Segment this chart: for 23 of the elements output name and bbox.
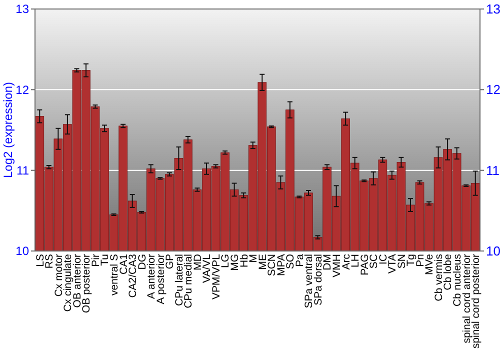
x-tick-label: spinal cord anterior bbox=[460, 253, 473, 344]
x-tick-label: SPa dorsal bbox=[312, 254, 324, 306]
x-tick-label: LG bbox=[220, 254, 232, 268]
y2-tick-label: 11 bbox=[486, 162, 500, 178]
x-tick-label: LS bbox=[34, 254, 46, 267]
x-tick-label: MG bbox=[229, 254, 241, 271]
y2-tick-label: 10 bbox=[486, 244, 500, 259]
y2-tick-label: 12 bbox=[486, 82, 500, 98]
x-tick-label: Cb lobe bbox=[442, 254, 454, 290]
x-tick-label: CA1 bbox=[118, 254, 130, 274]
y-axis-title: Log2 (expression) bbox=[1, 82, 16, 178]
x-tick-label: RS bbox=[44, 254, 56, 269]
y-tick-label: 13 bbox=[16, 2, 30, 16]
x-tick-label: Arc bbox=[340, 254, 352, 270]
x-tick-label: GP bbox=[164, 254, 176, 270]
y-tick-label: 10 bbox=[16, 244, 30, 258]
x-tick-label: Tg bbox=[405, 254, 418, 266]
x-tick-label: spinal cord posterior bbox=[470, 253, 482, 349]
y-tick-label: 11 bbox=[16, 164, 30, 178]
x-tick-label: Hb bbox=[238, 254, 250, 268]
x-tick-label: Cb nucleus bbox=[452, 254, 464, 307]
y-tick-label: 12 bbox=[16, 82, 30, 97]
y2-tick-label: 13 bbox=[486, 2, 500, 17]
